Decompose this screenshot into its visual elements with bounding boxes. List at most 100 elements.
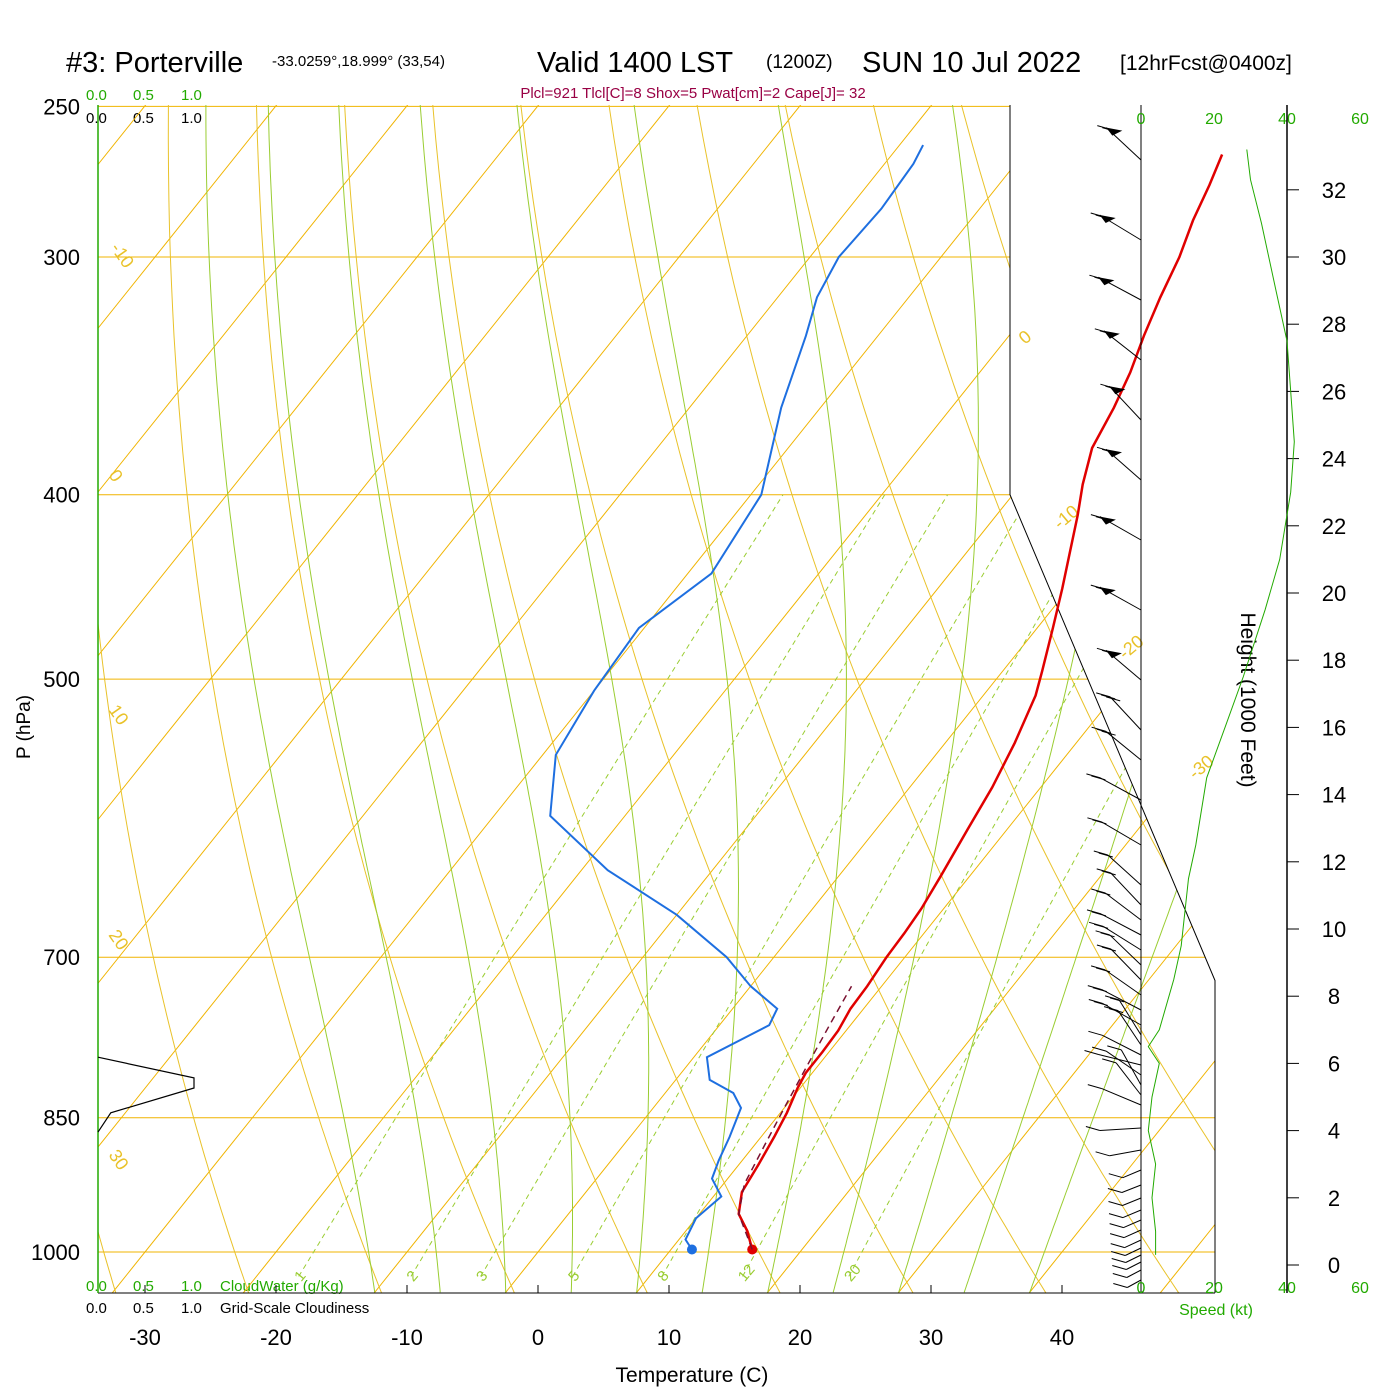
wind-barb-tick — [1095, 214, 1110, 220]
height-tick-label: 4 — [1328, 1119, 1340, 1144]
cloudiness-tick-bottom-1: 0.5 — [133, 1300, 154, 1317]
pressure-tick-label: 400 — [43, 483, 80, 508]
wind-barb — [1109, 696, 1142, 731]
dry-adiabat-line — [1190, 105, 1215, 1293]
wind-barb — [1110, 872, 1142, 906]
mixing-ratio-line — [848, 494, 1215, 1277]
wind-barb — [1101, 989, 1142, 1011]
cloudwater-tick-top-1: 0.5 — [133, 87, 154, 104]
wind-barb-tick — [1095, 1151, 1110, 1157]
wind-barb — [1121, 1184, 1142, 1193]
isotherm-line — [888, 105, 1215, 1293]
cloudiness-tick-top-2: 1.0 — [181, 110, 202, 127]
dry-adiabat-line — [255, 105, 532, 1293]
isotherm-line — [757, 105, 1215, 1293]
wind-speed-tick-bottom: 20 — [1205, 1280, 1223, 1297]
wind-barb-tick — [1088, 1030, 1103, 1036]
wind-barb — [1122, 1169, 1142, 1179]
pressure-tick-label: 850 — [43, 1106, 80, 1131]
y-axis-title: P (hPa) — [14, 695, 35, 759]
wind-speed-tick-bottom: 60 — [1351, 1280, 1369, 1297]
wind-barb-tick — [1099, 330, 1114, 336]
wind-speed-profile-line — [1147, 149, 1295, 1255]
wind-barb-tick — [1092, 987, 1107, 993]
height-tick-label: 10 — [1322, 917, 1346, 942]
wind-barb-tick — [1095, 930, 1110, 936]
wind-barb-tick — [1092, 819, 1107, 825]
wind-barb-tick — [1109, 997, 1125, 1003]
sounding-parameters: Plcl=921 Tlcl[C]=8 Shox=5 Pwat[cm]=2 Cap… — [520, 85, 865, 102]
isotherm-line — [102, 105, 1215, 1293]
wind-barb-tick — [1087, 1084, 1102, 1090]
wind-barb-tick — [1101, 448, 1117, 454]
height-tick-label: 0 — [1328, 1253, 1340, 1278]
wind-barb-tick — [1096, 890, 1111, 896]
isotherm-line — [98, 105, 614, 1293]
dry-adiabat-line — [1361, 1, 1400, 1331]
cloud-scale-bottom: 0.0 0.5 1.0 CloudWater (g/Kg) 0.0 0.5 1.… — [86, 1278, 369, 1317]
wind-barb-tick — [1091, 1046, 1107, 1052]
wind-barb — [1123, 1229, 1142, 1239]
wind-barb-tick — [1093, 923, 1109, 929]
height-tick-label: 18 — [1322, 648, 1346, 673]
temperature-tick-label: 10 — [657, 1325, 681, 1350]
wind-barb-tick — [1085, 1126, 1101, 1131]
dry-adiabat-label: 20 — [105, 926, 133, 954]
wind-barb-tick — [1095, 967, 1111, 973]
wind-barb-tick — [1096, 647, 1112, 653]
wind-barb-tick — [1091, 888, 1106, 894]
height-tick-label: 22 — [1322, 514, 1346, 539]
height-tick-label: 12 — [1322, 850, 1346, 875]
cloudwater-tick-bottom-0: 0.0 — [86, 1278, 107, 1295]
x-axis-title: Temperature (C) — [616, 1364, 769, 1387]
moist-adiabat-line — [620, 105, 739, 1293]
dry-adiabat-line — [680, 105, 1205, 1293]
sounding-profiles — [97, 144, 1224, 1255]
temperature-tick-label: -30 — [129, 1325, 161, 1350]
wind-barb-tick — [1093, 850, 1108, 856]
wind-barb — [1102, 1034, 1142, 1056]
wind-barb — [1104, 969, 1142, 996]
wind-barb — [1122, 1209, 1142, 1219]
dry-adiabat-line — [98, 105, 263, 1293]
dry-adiabat-label: -10 — [107, 239, 138, 272]
wind-barb-tick — [1096, 446, 1112, 452]
wind-barb — [1110, 948, 1142, 981]
dry-adiabat-line — [510, 105, 936, 1293]
wind-barb-tick — [1107, 1045, 1122, 1051]
wind-barb-tick — [1101, 649, 1117, 655]
isotherm-line — [98, 105, 1007, 1293]
wind-barb-tick — [1094, 276, 1109, 282]
wind-barb — [1124, 1239, 1142, 1249]
wind-barb-tick — [1096, 692, 1111, 698]
temperature-line — [737, 154, 1224, 1250]
wind-barb — [1104, 892, 1142, 921]
wind-barb-tick — [1101, 870, 1116, 876]
wind-barb-tick — [1091, 726, 1106, 732]
moist-adiabat-line — [963, 105, 1215, 1293]
wind-barb — [1122, 1197, 1142, 1206]
cloudwater-tick-bottom-2: 1.0 — [181, 1278, 202, 1295]
wind-barb — [1101, 1088, 1142, 1106]
chart-title-valid: Valid 1400 LST — [537, 47, 733, 79]
wind-speed-tick-top: 0 — [1137, 111, 1146, 128]
cloudwater-tick-bottom-1: 0.5 — [133, 1278, 154, 1295]
wind-barb-tick — [1113, 1283, 1128, 1288]
wind-barb-tick — [1104, 995, 1120, 1001]
height-tick-label: 28 — [1322, 312, 1346, 337]
wind-barb — [1099, 1127, 1142, 1131]
height-tick-label: 8 — [1328, 984, 1340, 1009]
wind-barb — [1098, 1054, 1142, 1066]
wind-barb-tick — [1101, 946, 1117, 952]
temperature-tick-label: -20 — [260, 1325, 292, 1350]
wind-barb-tick — [1087, 985, 1102, 991]
mixing-ratio-label: 20 — [841, 1261, 865, 1285]
mixing-ratio-label: 2 — [403, 1268, 421, 1285]
wind-barb — [1102, 925, 1142, 951]
wind-barb — [1118, 999, 1142, 1036]
wind-barb-tick — [1096, 944, 1112, 950]
dry-adiabat-label: -20 — [1115, 631, 1148, 663]
